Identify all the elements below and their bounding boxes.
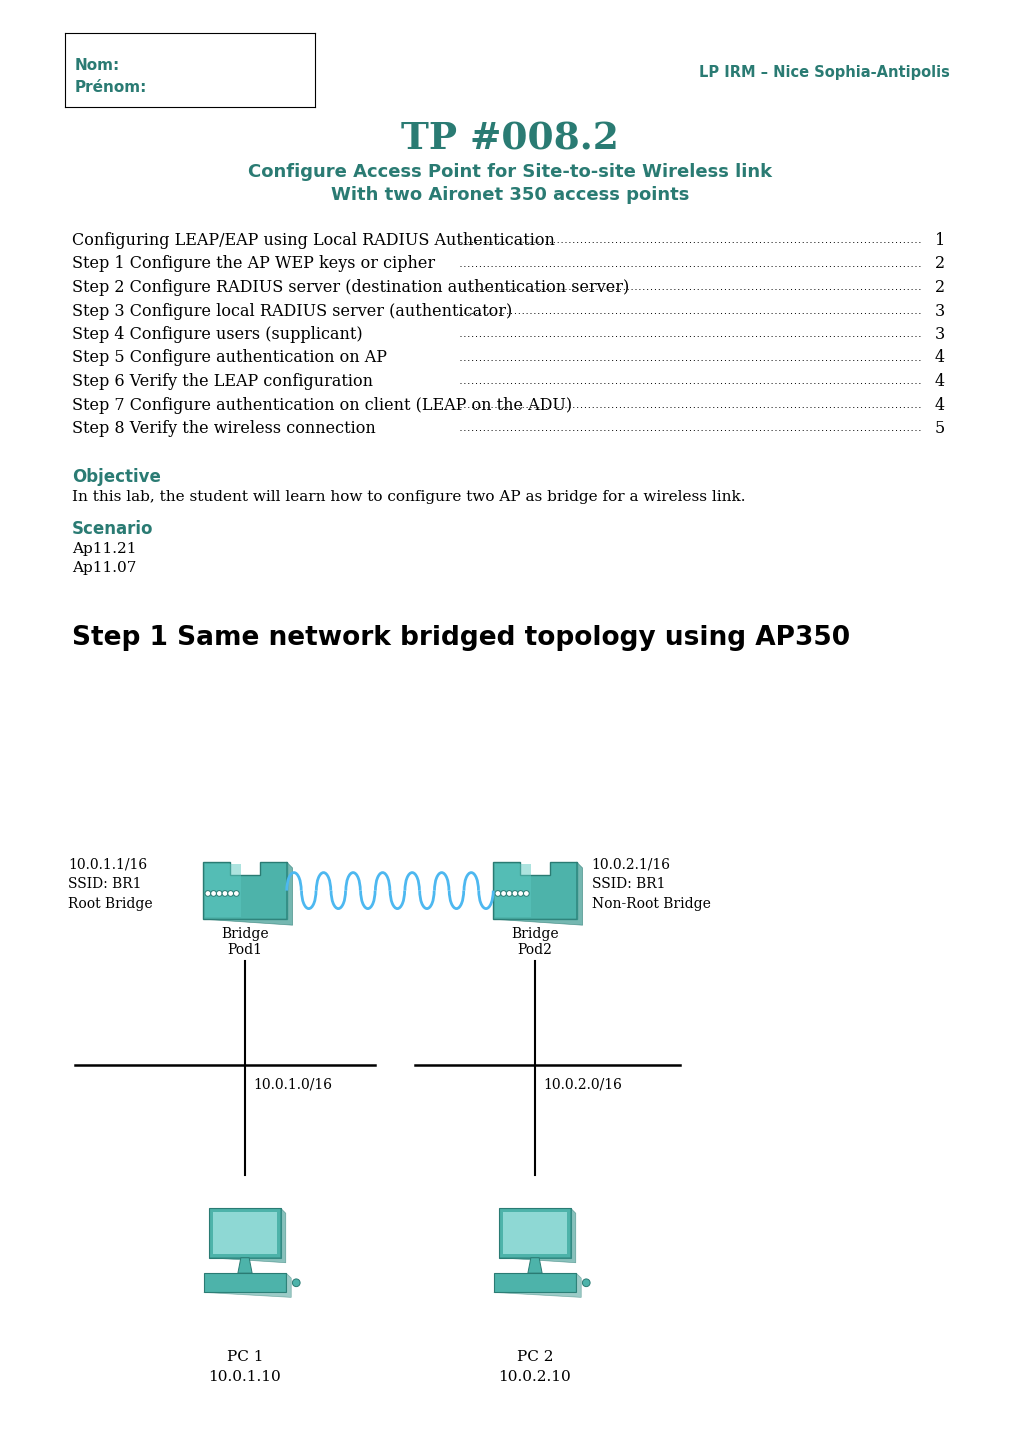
- Circle shape: [211, 890, 216, 896]
- Text: 10.0.2.10: 10.0.2.10: [498, 1369, 571, 1384]
- Text: 10.0.2.1/16: 10.0.2.1/16: [591, 857, 669, 872]
- Text: LP IRM – Nice Sophia-Antipolis: LP IRM – Nice Sophia-Antipolis: [698, 65, 949, 79]
- Text: Nom:: Nom:: [75, 58, 120, 74]
- Text: Objective: Objective: [72, 468, 161, 486]
- Text: Non-Root Bridge: Non-Root Bridge: [591, 898, 710, 911]
- Circle shape: [512, 890, 518, 896]
- Polygon shape: [502, 1212, 567, 1254]
- Text: Prénom:: Prénom:: [75, 79, 147, 95]
- Text: Step 1 Configure the AP WEP keys or cipher: Step 1 Configure the AP WEP keys or ciph…: [72, 255, 435, 273]
- Polygon shape: [204, 1273, 291, 1297]
- Text: Configuring LEAP/EAP using Local RADIUS Authentication: Configuring LEAP/EAP using Local RADIUS …: [72, 232, 554, 250]
- Text: 1: 1: [933, 232, 944, 250]
- Polygon shape: [203, 861, 286, 919]
- Text: Step 4 Configure users (supplicant): Step 4 Configure users (supplicant): [72, 326, 363, 343]
- Text: 4: 4: [934, 397, 944, 414]
- Text: Step 3 Configure local RADIUS server (authenticator): Step 3 Configure local RADIUS server (au…: [72, 303, 512, 319]
- Text: Step 2 Configure RADIUS server (destination authentication server): Step 2 Configure RADIUS server (destinat…: [72, 278, 629, 296]
- Circle shape: [227, 890, 233, 896]
- Circle shape: [292, 1278, 300, 1287]
- Text: Ap11.07: Ap11.07: [72, 561, 137, 574]
- Polygon shape: [203, 861, 292, 925]
- Text: 3: 3: [933, 303, 944, 319]
- Polygon shape: [237, 1258, 252, 1273]
- Text: 10.0.2.0/16: 10.0.2.0/16: [542, 1076, 622, 1091]
- Text: 10.0.1.10: 10.0.1.10: [209, 1369, 281, 1384]
- Polygon shape: [213, 1212, 276, 1254]
- Polygon shape: [493, 861, 582, 925]
- Polygon shape: [493, 1273, 581, 1297]
- Text: Step 6 Verify the LEAP configuration: Step 6 Verify the LEAP configuration: [72, 372, 373, 390]
- Text: Ap11.21: Ap11.21: [72, 543, 137, 556]
- Text: Pod1: Pod1: [227, 944, 262, 957]
- Circle shape: [518, 890, 523, 896]
- Circle shape: [222, 890, 227, 896]
- Polygon shape: [209, 1208, 280, 1258]
- Circle shape: [233, 890, 239, 896]
- Text: With two Aironet 350 access points: With two Aironet 350 access points: [330, 186, 689, 203]
- Circle shape: [500, 890, 506, 896]
- Circle shape: [523, 890, 529, 896]
- Text: 2: 2: [934, 255, 944, 273]
- Text: PC 2: PC 2: [517, 1351, 552, 1364]
- Text: Configure Access Point for Site-to-site Wireless link: Configure Access Point for Site-to-site …: [248, 163, 771, 180]
- Polygon shape: [493, 861, 576, 919]
- Polygon shape: [493, 1273, 576, 1293]
- Polygon shape: [205, 864, 240, 918]
- Text: Step 5 Configure authentication on AP: Step 5 Configure authentication on AP: [72, 349, 386, 367]
- Text: Root Bridge: Root Bridge: [68, 898, 153, 911]
- Text: Step 7 Configure authentication on client (LEAP on the ADU): Step 7 Configure authentication on clien…: [72, 397, 572, 414]
- Polygon shape: [495, 864, 530, 918]
- Text: Pod2: Pod2: [517, 944, 552, 957]
- Circle shape: [216, 890, 222, 896]
- Text: PC 1: PC 1: [226, 1351, 263, 1364]
- Polygon shape: [528, 1258, 541, 1273]
- Circle shape: [582, 1278, 590, 1287]
- Text: Bridge: Bridge: [221, 928, 269, 941]
- Polygon shape: [204, 1273, 286, 1293]
- Text: SSID: BR1: SSID: BR1: [68, 877, 142, 890]
- Text: 4: 4: [934, 372, 944, 390]
- Text: Step 8 Verify the wireless connection: Step 8 Verify the wireless connection: [72, 420, 375, 437]
- Polygon shape: [498, 1208, 575, 1263]
- Text: Bridge: Bridge: [511, 928, 558, 941]
- Text: Scenario: Scenario: [72, 519, 153, 538]
- Text: 10.0.1.0/16: 10.0.1.0/16: [253, 1076, 331, 1091]
- Text: 10.0.1.1/16: 10.0.1.1/16: [68, 857, 147, 872]
- Text: 5: 5: [933, 420, 944, 437]
- Text: Step 1 Same network bridged topology using AP350: Step 1 Same network bridged topology usi…: [72, 625, 849, 651]
- Polygon shape: [209, 1208, 285, 1263]
- Text: 2: 2: [934, 278, 944, 296]
- Text: SSID: BR1: SSID: BR1: [591, 877, 664, 890]
- Circle shape: [205, 890, 211, 896]
- Polygon shape: [498, 1208, 571, 1258]
- Text: 3: 3: [933, 326, 944, 343]
- Text: In this lab, the student will learn how to configure two AP as bridge for a wire: In this lab, the student will learn how …: [72, 491, 745, 504]
- Text: 4: 4: [934, 349, 944, 367]
- Circle shape: [494, 890, 500, 896]
- Text: TP #008.2: TP #008.2: [400, 120, 619, 157]
- Circle shape: [505, 890, 512, 896]
